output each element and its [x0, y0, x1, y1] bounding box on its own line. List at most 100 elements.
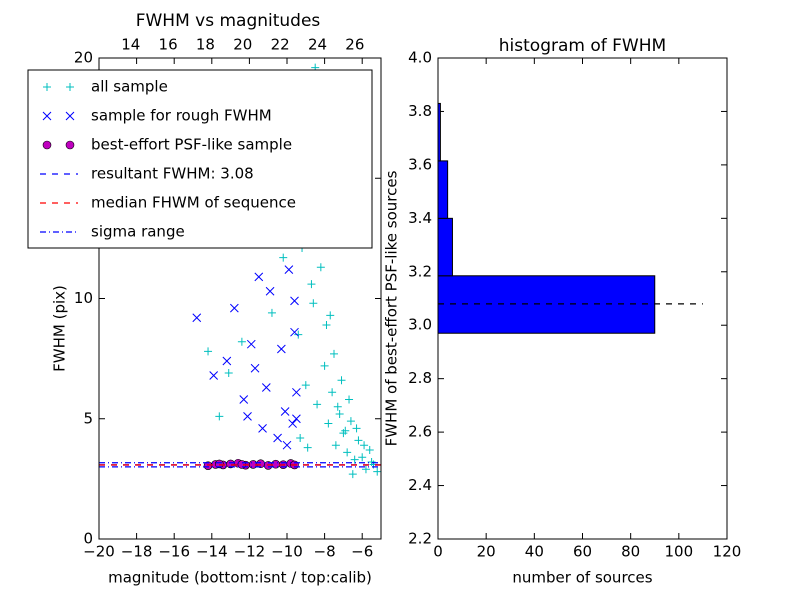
marker-plus — [324, 419, 333, 428]
y-tick-label: 4.0 — [408, 49, 432, 67]
marker-plus — [346, 417, 355, 426]
marker-plus — [350, 455, 359, 464]
marker-plus — [328, 388, 337, 397]
marker-plus — [333, 402, 342, 411]
marker-x — [261, 383, 271, 392]
y-tick-label: 5 — [83, 409, 93, 427]
marker-x — [222, 356, 232, 366]
x-tick-label: −12 — [234, 543, 266, 561]
y-tick-label: 2.6 — [408, 423, 432, 441]
marker-plus — [224, 369, 233, 378]
marker-plus — [360, 441, 369, 450]
top-tick-label: 18 — [196, 36, 215, 54]
marker-plus — [279, 253, 288, 262]
x-axis-label: magnitude (bottom:isnt / top:calib) — [108, 569, 372, 587]
marker-plus — [322, 320, 331, 329]
marker-plus — [352, 424, 361, 433]
y-tick-label: 2.2 — [408, 530, 432, 548]
x-tick-label: −18 — [121, 543, 153, 561]
marker-x — [230, 303, 239, 313]
legend: all sample sample for rough FWHM best-effo… — [27, 69, 373, 249]
legend-label: all sample — [91, 78, 168, 96]
axes-frame — [98, 57, 382, 540]
marker-x — [292, 387, 301, 397]
top-tick-label: 20 — [233, 36, 252, 54]
marker-plus — [330, 349, 338, 358]
x-tick-label: −10 — [271, 543, 303, 561]
y-tick-label: 3.6 — [408, 155, 432, 173]
marker-plus — [43, 83, 51, 91]
legend-label: resultant FWHM: 3.08 — [91, 165, 254, 183]
x-axis-label: number of sources — [512, 569, 652, 587]
marker-plus — [204, 347, 213, 356]
marker-x — [254, 272, 264, 282]
x-tick-label: −16 — [158, 543, 190, 561]
marker-plus — [301, 381, 310, 390]
marker-x — [250, 363, 260, 373]
marker-plus — [361, 465, 370, 474]
marker-plus — [215, 412, 224, 421]
plot-area — [99, 63, 381, 479]
marker-plus — [335, 409, 344, 418]
marker-plus — [367, 458, 376, 467]
marker-x — [290, 327, 299, 337]
x-tick-label: 40 — [525, 543, 544, 561]
marker-x — [273, 433, 282, 443]
marker-x — [280, 407, 290, 416]
marker-x — [192, 313, 202, 323]
marker-x — [282, 440, 292, 450]
marker-x — [265, 286, 275, 296]
x-tick-label: 60 — [573, 543, 592, 561]
y-tick-label: 2.4 — [408, 476, 432, 494]
y-tick-label: 20 — [74, 49, 93, 67]
marker-plus — [358, 453, 367, 462]
marker-x — [290, 296, 299, 306]
marker-x — [239, 395, 249, 404]
marker-plus — [237, 337, 246, 346]
y-tick-label: 3.8 — [408, 102, 432, 120]
marker-circle — [215, 459, 224, 469]
x-tick-label: 100 — [665, 543, 694, 561]
top-tick-label: 22 — [271, 36, 290, 54]
marker-plus — [66, 83, 74, 91]
top-tick-label: 26 — [345, 36, 364, 54]
y-tick-label: 3.4 — [408, 209, 432, 227]
marker-plus — [354, 436, 363, 445]
y-tick-label: 0 — [83, 530, 93, 548]
x-tick-label: 80 — [621, 543, 640, 561]
marker-plus — [337, 376, 346, 385]
marker-x — [246, 339, 256, 349]
y-tick-label: 3.2 — [408, 262, 432, 280]
bar — [437, 160, 449, 219]
marker-plus — [303, 443, 312, 452]
x-tick-label: −6 — [351, 543, 373, 561]
x-tick-label: 20 — [477, 543, 496, 561]
legend-label: best-effort PSF-like sample — [91, 136, 292, 154]
marker-x — [288, 419, 297, 428]
marker-plus — [365, 446, 374, 455]
y-axis-label: FWHM (pix) — [51, 285, 69, 372]
marker-plus — [331, 441, 340, 450]
y-tick-label: 3.0 — [408, 316, 432, 334]
marker-plus — [313, 400, 322, 409]
marker-plus — [341, 426, 350, 435]
marker-plus — [296, 433, 305, 442]
legend-label: median FHWM of sequence — [91, 194, 296, 212]
marker-plus — [345, 395, 354, 404]
marker-plus — [307, 280, 316, 289]
marker-circle — [42, 140, 52, 150]
top-tick-label: 14 — [121, 36, 140, 54]
legend-label: sample for rough FWHM — [91, 107, 272, 125]
marker-x — [258, 424, 267, 433]
x-tick-label: 120 — [713, 543, 742, 561]
axes-frame — [437, 57, 728, 540]
marker-plus — [320, 361, 329, 370]
marker-x — [42, 111, 52, 121]
x-tick-label: −8 — [314, 543, 336, 561]
marker-x — [277, 344, 286, 354]
marker-x — [284, 265, 294, 274]
y-axis-label: FWHM of best-effort PSF-like sources — [383, 170, 401, 446]
marker-x — [243, 411, 252, 421]
marker-plus — [316, 263, 325, 272]
